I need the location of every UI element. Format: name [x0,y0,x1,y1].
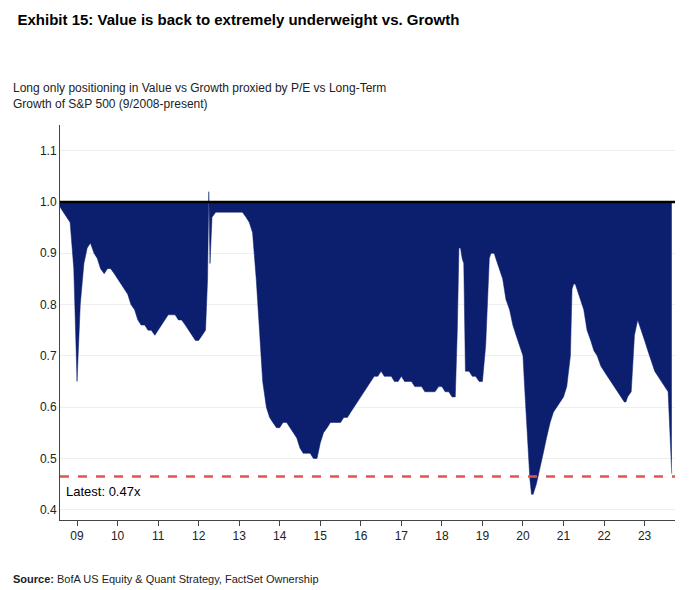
svg-text:1.1: 1.1 [40,144,57,158]
svg-text:13: 13 [233,529,247,543]
svg-text:12: 12 [192,529,206,543]
svg-text:Latest: 0.47x: Latest: 0.47x [66,484,141,499]
svg-text:09: 09 [70,529,84,543]
svg-text:0.8: 0.8 [40,298,57,312]
svg-text:17: 17 [395,529,409,543]
svg-text:0.6: 0.6 [40,400,57,414]
svg-text:23: 23 [638,529,652,543]
svg-text:20: 20 [516,529,530,543]
svg-text:11: 11 [152,529,165,543]
svg-text:21: 21 [557,529,571,543]
svg-text:19: 19 [476,529,490,543]
svg-text:0.7: 0.7 [40,349,57,363]
svg-text:0.9: 0.9 [40,246,57,260]
svg-text:18: 18 [435,529,449,543]
svg-text:1.0: 1.0 [40,195,57,209]
svg-text:16: 16 [354,529,368,543]
svg-text:10: 10 [111,529,125,543]
svg-text:Exhibit 15: Value is back to e: Exhibit 15: Value is back to extremely u… [18,11,460,28]
svg-text:0.5: 0.5 [40,452,57,466]
svg-text:14: 14 [273,529,287,543]
svg-text:Long only positioning in Value: Long only positioning in Value vs Growth… [13,81,386,111]
svg-text:22: 22 [597,529,611,543]
svg-text:0.4: 0.4 [40,503,57,517]
svg-text:Source: BofA US Equity & Quant: Source: BofA US Equity & Quant Strategy,… [13,573,319,585]
svg-text:15: 15 [314,529,328,543]
